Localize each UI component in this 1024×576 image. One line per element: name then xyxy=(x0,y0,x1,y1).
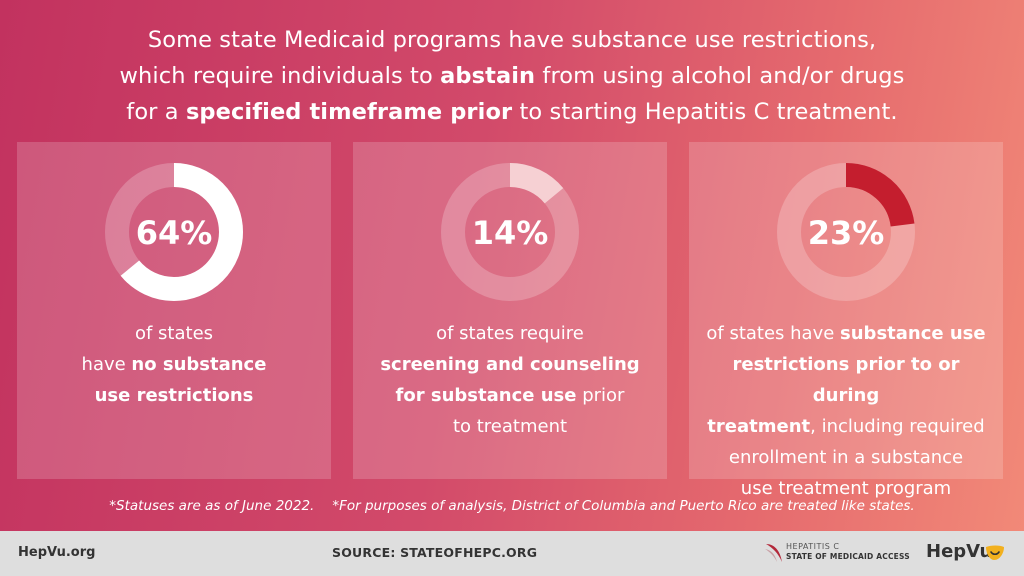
caption-bold-text: treatment xyxy=(707,416,811,437)
card-caption: of states have no substance use restrictio… xyxy=(27,318,321,411)
caption-text: enrollment in a substance xyxy=(728,447,964,468)
footer-bar: HepVu.org SOURCE: STATEOFHEPC.ORG HEPATI… xyxy=(0,531,1024,576)
caption-bold-text: restrictions prior to or during xyxy=(732,354,960,406)
caption-bold-text: for substance use xyxy=(395,385,577,406)
donut-chart: 14% xyxy=(441,163,579,301)
donut-chart: 23% xyxy=(777,163,915,301)
caption-text: use treatment program xyxy=(740,478,952,499)
card-caption: of states require screening and counselin… xyxy=(363,318,657,442)
stat-card-screening: 14% of states require screening and couns… xyxy=(353,142,667,479)
donut-arc xyxy=(441,163,579,301)
brand-line-1: HEPATITIS C xyxy=(786,542,840,551)
stat-card-restrictions: 23% of states have substance use restrict… xyxy=(689,142,1003,499)
card-caption: of states have substance use restrictions… xyxy=(699,318,993,504)
caption-text: to treatment xyxy=(452,416,568,437)
headline-line-3-pre: for a xyxy=(126,99,186,125)
caption-text: have xyxy=(81,354,132,375)
footnote-date: *Statuses are as of June 2022. xyxy=(109,498,315,514)
caption-text: of states xyxy=(134,323,214,344)
headline-line-2-post: from using alcohol and/or drugs xyxy=(535,63,905,89)
stat-card-no-restrictions: 64% of states have no substance use restri… xyxy=(17,142,331,479)
headline-line-2-bold: abstain xyxy=(440,63,536,89)
site-link[interactable]: HepVu.org xyxy=(18,545,96,560)
hepvu-liver-icon xyxy=(986,545,1004,560)
donut-chart: 64% xyxy=(105,163,243,301)
percent-label: 64% xyxy=(136,214,213,252)
source-text: SOURCE: STATEOFHEPC.ORG xyxy=(332,545,538,560)
headline-line-2: which require individuals to abstain fro… xyxy=(40,58,984,94)
percent-label: 14% xyxy=(472,214,549,252)
caption-bold-text: use restrictions xyxy=(94,385,254,406)
caption-text: of states require xyxy=(436,323,584,344)
caption-text: , including required xyxy=(810,416,985,437)
footnote-analysis: *For purposes of analysis, District of C… xyxy=(332,498,915,514)
state-of-medicaid-access-logo: HEPATITIS C STATE OF MEDICAID ACCESS xyxy=(764,540,914,568)
hepvu-logo: HepVu xyxy=(926,541,993,562)
caption-bold-text: substance use xyxy=(840,323,986,344)
headline-line-3-post: to starting Hepatitis C treatment. xyxy=(512,99,898,125)
swoosh-icon xyxy=(765,544,782,562)
donut-arc xyxy=(777,163,915,301)
brand-line-2: STATE OF MEDICAID ACCESS xyxy=(786,552,910,561)
headline-line-3-bold: specified timeframe prior xyxy=(185,99,513,125)
caption-bold-text: no substance xyxy=(131,354,267,375)
headline-line-3: for a specified timeframe prior to start… xyxy=(40,94,984,130)
percent-label: 23% xyxy=(808,214,885,252)
caption-text: of states have xyxy=(706,323,841,344)
footnotes: *Statuses are as of June 2022. *For purpo… xyxy=(0,498,1024,514)
caption-text: prior xyxy=(576,385,625,406)
headline-line-2-pre: which require individuals to xyxy=(119,63,441,89)
donut-arc xyxy=(105,163,243,301)
headline-line-1: Some state Medicaid programs have substa… xyxy=(147,27,877,53)
headline: Some state Medicaid programs have substa… xyxy=(40,22,984,130)
caption-bold-text: screening and counseling xyxy=(380,354,640,375)
